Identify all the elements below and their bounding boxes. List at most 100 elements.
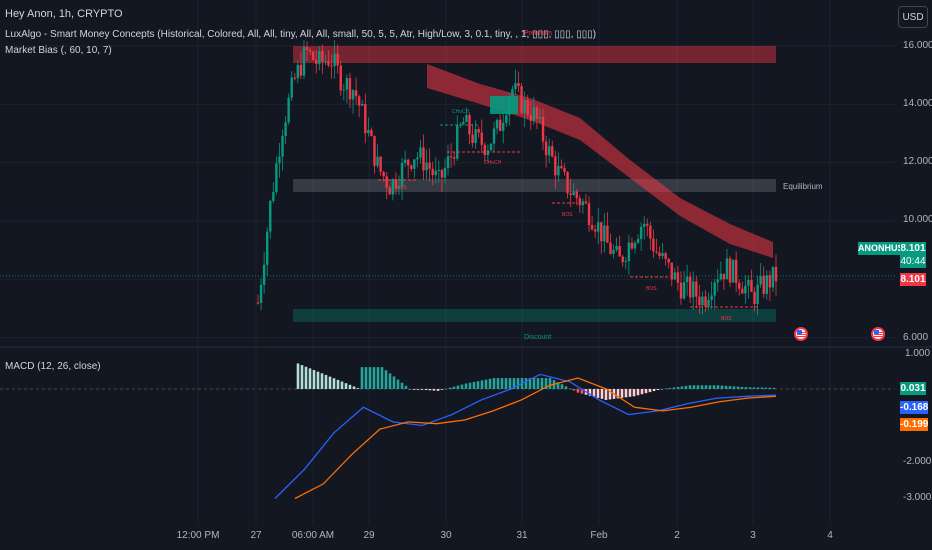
candle-body xyxy=(345,78,349,90)
macd-histogram-bar xyxy=(380,367,384,389)
candle-body xyxy=(682,282,686,299)
symbol-title: Hey Anon, 1h, CRYPTO xyxy=(5,8,123,20)
candle-body xyxy=(275,163,278,192)
macd-histogram-bar xyxy=(432,389,436,391)
candle-body xyxy=(695,281,698,297)
macd-histogram-bar xyxy=(556,382,560,389)
macd-histogram-bar xyxy=(752,387,756,389)
premium-label: Premium xyxy=(524,30,553,37)
macd-histogram-bar xyxy=(664,388,668,390)
macd-histogram-bar xyxy=(744,387,748,389)
bos-label: BOS xyxy=(646,286,657,292)
macd-histogram-bar xyxy=(564,386,568,389)
candle-body xyxy=(529,114,532,121)
structure-overlays xyxy=(378,124,760,308)
macd-histogram-bar xyxy=(364,367,368,389)
candle-body xyxy=(621,256,624,263)
macd-histogram-bar xyxy=(304,366,308,389)
candle-body xyxy=(385,176,388,188)
candle-body xyxy=(440,169,444,178)
candle-body xyxy=(701,296,704,306)
candle-body xyxy=(406,159,410,166)
macd-histogram-bar xyxy=(472,381,476,389)
macd-histogram-bar xyxy=(468,382,472,389)
candle-body xyxy=(520,86,523,114)
candle-body xyxy=(584,201,588,204)
candle-body xyxy=(419,147,422,158)
candle-body xyxy=(753,291,756,304)
macd-histogram-bar xyxy=(448,387,452,389)
candle-body xyxy=(293,77,296,79)
candle-body xyxy=(428,162,431,169)
candle-body xyxy=(664,253,667,259)
candle-body xyxy=(560,165,563,169)
candle-body xyxy=(661,253,664,257)
macd-histogram-bar xyxy=(716,385,720,389)
macd-histogram-bar xyxy=(392,376,396,389)
macd-histogram-bar xyxy=(616,389,620,399)
macd-pane xyxy=(0,363,895,500)
candle-body xyxy=(563,168,566,172)
macd-histogram-bar xyxy=(684,385,688,389)
candle-body xyxy=(698,296,701,306)
us-flag-icon[interactable] xyxy=(871,327,885,341)
candle-body xyxy=(456,125,459,159)
candle-body xyxy=(762,276,765,294)
macd-histogram-bar xyxy=(344,383,348,389)
symbol-tag[interactable]: ANONHUSD xyxy=(858,242,911,255)
candle-body xyxy=(452,157,456,159)
candle-body xyxy=(612,249,615,254)
candle-body xyxy=(483,144,487,156)
candle-body xyxy=(652,238,655,252)
time-tick: 12:00 PM xyxy=(176,530,220,541)
candle-body xyxy=(256,302,260,304)
candle-body xyxy=(756,284,759,304)
candle-body xyxy=(422,147,425,171)
time-tick: 30 xyxy=(440,530,452,541)
candle-body xyxy=(400,162,404,187)
indicator-smc-label[interactable]: LuxAlgo - Smart Money Concepts (Historic… xyxy=(5,29,597,40)
candle-body xyxy=(526,100,529,115)
candle-body xyxy=(502,122,505,131)
macd-histogram-bar xyxy=(740,386,744,389)
candle-body xyxy=(272,191,275,201)
macd-histogram-bar xyxy=(440,389,444,390)
macd-histogram-bar xyxy=(636,389,640,396)
candle-body xyxy=(287,97,290,123)
time-tick: 31 xyxy=(516,530,528,541)
candle-body xyxy=(367,129,370,134)
macd-histogram-bar xyxy=(544,378,548,389)
candle-body xyxy=(508,96,511,116)
candle-body xyxy=(449,156,453,158)
signal-line-tag: -0.199 xyxy=(900,418,929,431)
macd-histogram-bar xyxy=(444,388,448,390)
candle-body xyxy=(397,186,401,189)
premium-zone xyxy=(293,46,776,63)
macd-title[interactable]: MACD (12, 26, close) xyxy=(5,361,101,372)
macd-histogram-bar xyxy=(456,385,460,389)
macd-histogram-bar xyxy=(712,385,716,389)
equilibrium-label: Equilibrium xyxy=(783,182,823,191)
candle-body xyxy=(376,156,379,166)
candle-body xyxy=(262,264,266,285)
macd-histogram-bar xyxy=(324,374,328,389)
macd-histogram-bar xyxy=(484,379,488,389)
discount-label: Discount xyxy=(524,334,552,341)
macd-histogram-bar xyxy=(620,389,624,398)
currency-button[interactable]: USD xyxy=(898,6,928,28)
macd-histogram-bar xyxy=(624,389,628,398)
candle-body xyxy=(655,251,658,253)
candle-body xyxy=(630,242,634,249)
macd-histogram-bar xyxy=(600,389,604,399)
candle-body xyxy=(544,141,548,156)
candle-body xyxy=(597,222,600,232)
candle-body xyxy=(505,115,508,123)
macd-histogram-bar xyxy=(644,389,648,394)
macd-histogram-bar xyxy=(332,378,336,389)
candle-body xyxy=(547,146,551,156)
time-tick: 2 xyxy=(674,530,680,541)
us-flag-icon[interactable] xyxy=(794,327,808,341)
indicator-bias-label[interactable]: Market Bias (, 60, 10, 7) xyxy=(5,45,112,56)
macd-histogram-bar xyxy=(512,378,516,389)
